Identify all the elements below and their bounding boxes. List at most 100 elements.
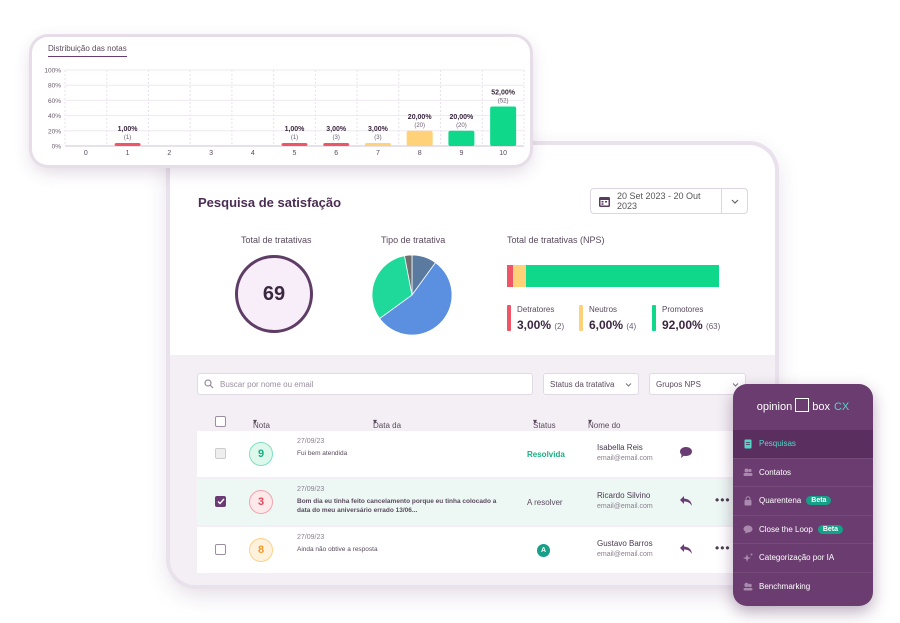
nps-segment (513, 265, 526, 287)
table-row[interactable]: 8 27/09/23 Ainda não obtive a resposta A… (197, 527, 775, 573)
sidebar-item-label: Close the Loop (759, 524, 813, 534)
chat-icon[interactable] (679, 446, 693, 464)
x-tick-label: 8 (418, 150, 422, 157)
detractors-count: (2) (554, 322, 565, 331)
benchmark-icon (743, 581, 753, 591)
promoters-pct: 92,00% (662, 318, 703, 332)
respondent-name: Ricardo Silvino (597, 491, 651, 500)
table-row[interactable]: 3 27/09/23 Bom dia eu tinha feito cancel… (197, 479, 775, 525)
data-label: 3,00% (368, 126, 389, 133)
row-checkbox[interactable] (215, 448, 226, 459)
date-range-text: 20 Set 2023 - 20 Out 2023 (617, 191, 701, 211)
total-circle: 69 (235, 255, 313, 333)
nps-segment (525, 265, 719, 287)
distribution-card: Distribuição das notas 100% 80% 60% 40% 20% 0… (32, 37, 530, 165)
lock-icon (743, 496, 753, 506)
sidebar-item-benchmarking[interactable]: Benchmarking (733, 571, 873, 601)
status-resolved: Resolvida (527, 450, 565, 459)
score-badge: 3 (249, 490, 273, 514)
bar-1 (114, 143, 141, 146)
row-message: Ainda não obtive a resposta (297, 546, 378, 553)
column-score-label: Nota (253, 421, 270, 430)
total-label: Total de tratativas (241, 235, 312, 245)
brand-left: opinion (756, 400, 793, 413)
sidebar-item-quarentena[interactable]: Quarentena Beta (733, 486, 873, 515)
row-checkbox[interactable] (215, 496, 226, 507)
x-tick-label: 3 (209, 150, 213, 157)
sparkle-icon (743, 553, 753, 563)
bar-5 (281, 143, 308, 146)
status-select-label: Status da tratativa (550, 379, 615, 389)
count-label: (3) (333, 135, 340, 141)
sidebar-item-pesquisas[interactable]: Pesquisas (733, 429, 873, 458)
groups-select[interactable]: Grupos NPS (649, 373, 746, 395)
table-row[interactable]: 9 27/09/23 Fui bem atendida Resolvida Is… (197, 431, 775, 477)
count-label: (1) (124, 135, 131, 141)
row-checkbox[interactable] (215, 544, 226, 555)
nps-legend-promoters: Promotores 92,00% (63) (652, 305, 720, 332)
x-tick-label: 7 (376, 150, 380, 157)
row-date: 27/09/23 (297, 438, 325, 445)
x-tick-label: 1 (126, 150, 130, 157)
bar-10 (490, 106, 517, 146)
sidebar-item-categorizacao[interactable]: Categorização por IA (733, 543, 873, 572)
detractors-swatch (507, 305, 511, 331)
count-label: (20) (456, 123, 467, 129)
x-tick-label: 2 (167, 150, 171, 157)
sidebar-item-label: Pesquisas (759, 439, 796, 449)
reply-icon[interactable] (679, 494, 693, 512)
logo-box-icon (795, 397, 810, 412)
count-label: (20) (414, 123, 425, 129)
chevron-down-icon (721, 189, 747, 213)
beta-badge: Beta (806, 496, 832, 506)
sidebar-item-contatos[interactable]: Contatos (733, 457, 873, 487)
status-select[interactable]: Status da tratativa (543, 373, 639, 395)
calendar-icon (591, 195, 617, 208)
respondent-email: email@email.com (597, 503, 653, 510)
neutrals-swatch (579, 305, 583, 331)
x-tick-label: 6 (334, 150, 338, 157)
x-tick-label: 5 (293, 150, 297, 157)
pie-slice (379, 262, 453, 336)
chevron-down-icon (625, 380, 632, 389)
respondent-name: Gustavo Barros (597, 539, 653, 548)
sidebar-item-close-the-loop[interactable]: Close the Loop Beta (733, 514, 873, 544)
nps-label: Total de tratativas (NPS) (507, 235, 605, 245)
more-options-icon[interactable]: ••• (715, 493, 731, 507)
y-tick-label: 80% (48, 83, 61, 90)
nps-legend-neutrals: Neutros 6,00% (4) (579, 305, 636, 332)
sidebar-item-label: Benchmarking (759, 581, 811, 591)
date-range-picker[interactable]: 20 Set 2023 - 20 Out 2023 (590, 188, 748, 214)
x-tick-label: 4 (251, 150, 255, 157)
detractors-label: Detratores (517, 305, 555, 314)
avatar: A (537, 544, 550, 557)
row-message: Fui bem atendida (297, 450, 348, 457)
column-respondent[interactable]: Nome do respondente ▾ (588, 417, 632, 439)
respondent-email: email@email.com (597, 455, 653, 462)
sidebar-item-label: Contatos (759, 467, 792, 477)
column-status[interactable]: Status ▾ (533, 417, 556, 430)
search-placeholder: Buscar por nome ou email (220, 379, 314, 389)
brand-right: box (812, 400, 830, 413)
count-label: (1) (291, 135, 298, 141)
promoters-label: Promotores (662, 305, 704, 314)
score-badge: 8 (249, 538, 273, 562)
nps-stacked-bar (507, 265, 719, 287)
type-label: Tipo de tratativa (381, 235, 446, 245)
bar-6 (323, 143, 350, 146)
search-input[interactable]: Buscar por nome ou email (197, 373, 533, 395)
column-score[interactable]: Nota ▾ (253, 417, 270, 430)
reply-icon[interactable] (679, 542, 693, 560)
neutrals-label: Neutros (589, 305, 618, 314)
select-all-checkbox[interactable] (215, 416, 226, 427)
column-date[interactable]: Data da tratativa ▾ (373, 417, 401, 439)
beta-badge: Beta (817, 524, 844, 534)
data-label: 3,00% (326, 126, 347, 133)
data-label: 1,00% (118, 126, 139, 133)
data-label: 20,00% (450, 114, 475, 121)
nps-legend-detractors: Detratores 3,00% (2) (507, 305, 564, 332)
pie-slice (371, 255, 413, 320)
x-tick-label: 10 (499, 150, 507, 157)
promoters-swatch (652, 305, 656, 331)
more-options-icon[interactable]: ••• (715, 541, 731, 555)
